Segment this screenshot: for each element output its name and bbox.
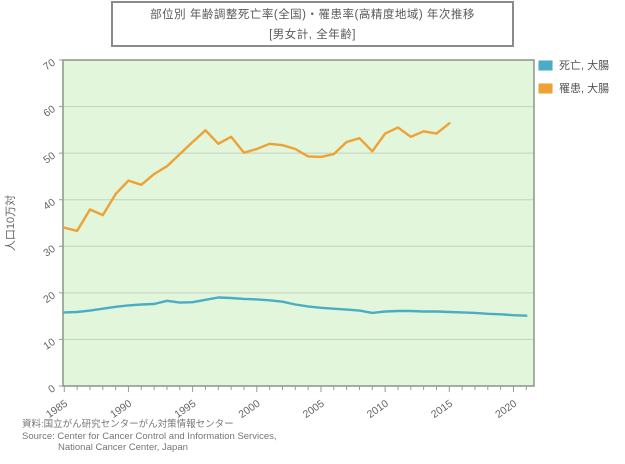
y-tick-label: 60 xyxy=(41,103,58,120)
x-tick-label: 1995 xyxy=(172,398,198,420)
plot-border xyxy=(62,59,535,387)
plot-background xyxy=(63,60,534,386)
x-tick-label: 2015 xyxy=(429,398,455,420)
legend-item-1: 罹患, 大腸 xyxy=(538,80,609,96)
chart-title-box: 部位別 年齢調整死亡率(全国)・罹患率(高精度地域) 年次推移 [男女計, 全年… xyxy=(111,1,514,47)
y-tick-label: 70 xyxy=(41,57,58,74)
source-line-en2: National Cancer Center, Japan xyxy=(58,442,188,454)
x-tick-label: 2000 xyxy=(236,398,262,420)
y-tick-label: 0 xyxy=(46,383,58,396)
y-tick-label: 30 xyxy=(41,243,58,260)
y-tick-label: 20 xyxy=(41,289,58,306)
y-tick-label: 50 xyxy=(41,150,58,167)
legend: 死亡, 大腸 罹患, 大腸 xyxy=(538,57,609,96)
y-tick-label: 10 xyxy=(41,336,58,353)
chart-title-line1: 部位別 年齢調整死亡率(全国)・罹患率(高精度地域) 年次推移 xyxy=(150,9,475,21)
x-tick-label: 1985 xyxy=(44,398,70,420)
x-tick-label: 2010 xyxy=(365,398,391,420)
mortality-line xyxy=(63,296,528,317)
x-tick-label: 2020 xyxy=(493,398,519,420)
source-note: 資料:国立がん研究センターがん対策情報センター Source: Center f… xyxy=(22,419,277,454)
chart-area: 0 10 20 30 40 50 60 70 1985 1990 1995 2000 2005 2010 2… xyxy=(3,57,535,421)
legend-swatch xyxy=(538,82,553,94)
incidence-line xyxy=(63,122,451,233)
x-tick-label: 2005 xyxy=(301,398,327,420)
chart-title-line2: [男女計, 全年齢] xyxy=(269,29,356,41)
legend-swatch xyxy=(538,59,553,71)
x-tick-label: 1990 xyxy=(108,398,134,420)
legend-item-0: 死亡, 大腸 xyxy=(538,57,609,73)
source-line-ja: 資料:国立がん研究センターがん対策情報センター xyxy=(22,419,234,430)
source-line-en1: Source: Center for Cancer Control and In… xyxy=(22,430,277,442)
legend-label: 死亡, 大腸 xyxy=(559,60,610,72)
y-axis-title: 人口10万対 xyxy=(3,195,17,251)
chart-canvas: 0 10 20 30 40 50 60 70 1985 1990 1995 2000 2005 2010 2… xyxy=(3,57,535,421)
legend-label: 罹患, 大腸 xyxy=(559,83,610,95)
y-tick-label: 40 xyxy=(41,196,58,213)
